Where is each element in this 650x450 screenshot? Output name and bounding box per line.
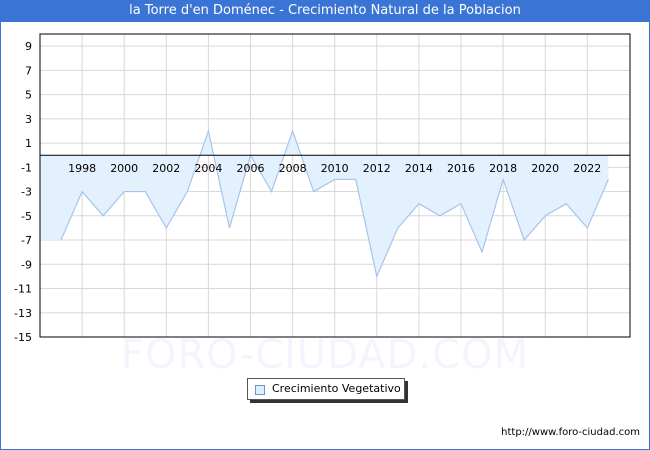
svg-text:-11: -11 [14,283,32,296]
svg-text:2020: 2020 [531,162,559,175]
svg-text:-7: -7 [21,234,32,247]
svg-text:-3: -3 [21,186,32,199]
svg-text:-9: -9 [21,258,32,271]
svg-text:9: 9 [25,40,32,53]
svg-text:-13: -13 [14,307,32,320]
source-url: http://www.foro-ciudad.com [501,427,640,438]
svg-text:2000: 2000 [110,162,138,175]
svg-text:-15: -15 [14,331,32,344]
svg-text:-1: -1 [21,161,32,174]
svg-text:2018: 2018 [489,162,517,175]
svg-text:2008: 2008 [279,162,307,175]
chart-title: la Torre d'en Doménec - Crecimiento Natu… [0,0,650,22]
svg-text:2012: 2012 [363,162,391,175]
svg-text:1998: 1998 [68,162,96,175]
svg-text:5: 5 [25,89,32,102]
legend: Crecimiento Vegetativo [247,378,405,400]
svg-text:3: 3 [25,113,32,126]
legend-label: Crecimiento Vegetativo [272,382,401,395]
svg-text:-5: -5 [21,210,32,223]
svg-text:2010: 2010 [321,162,349,175]
svg-text:1: 1 [25,137,32,150]
svg-text:2004: 2004 [194,162,222,175]
legend-swatch-icon [255,385,265,395]
svg-text:2006: 2006 [237,162,265,175]
watermark: FORO-CIUDAD.COM [120,332,530,378]
svg-text:2022: 2022 [573,162,601,175]
svg-text:7: 7 [25,64,32,77]
svg-text:2014: 2014 [405,162,433,175]
svg-text:2002: 2002 [152,162,180,175]
svg-text:2016: 2016 [447,162,475,175]
